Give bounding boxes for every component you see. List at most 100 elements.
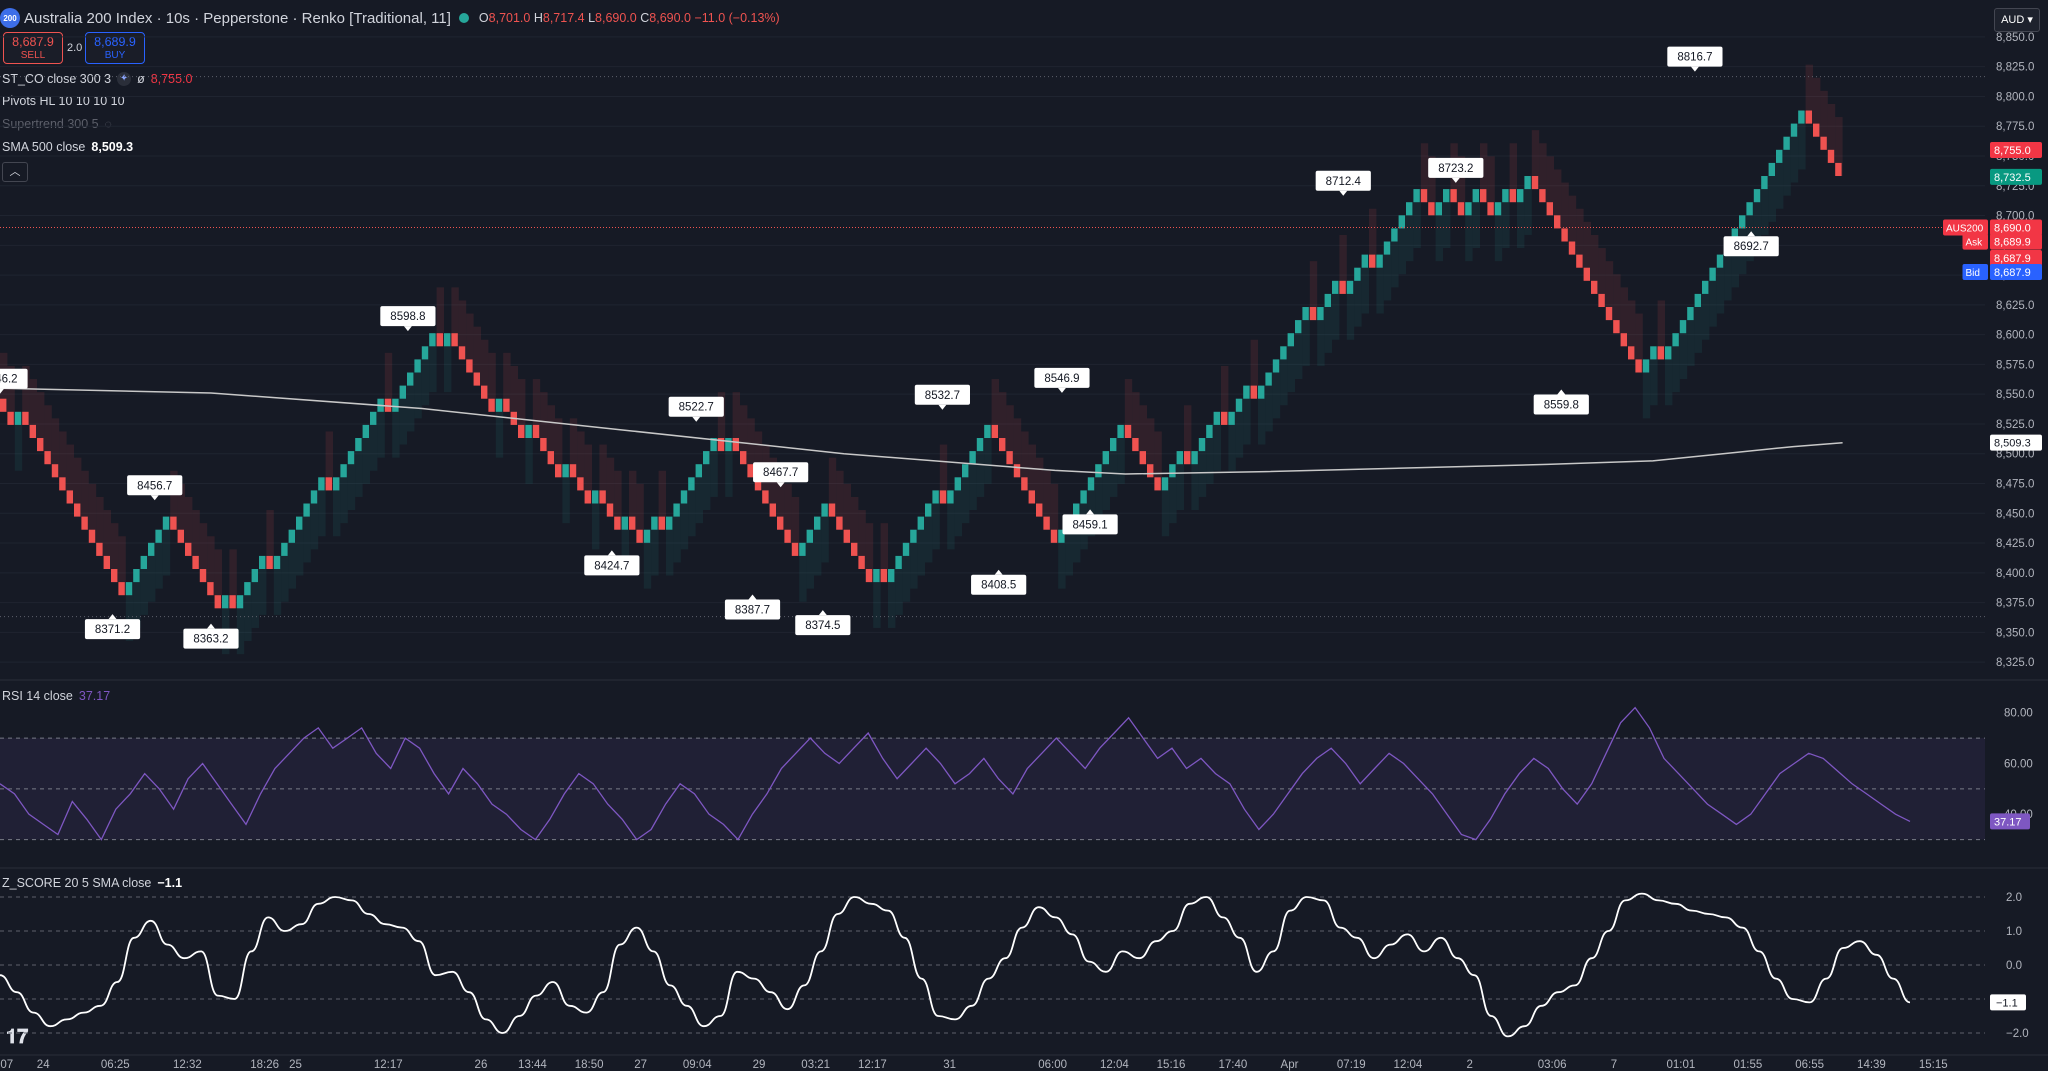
band-fill [962, 464, 970, 524]
pivot-label-box [724, 599, 781, 620]
legend-supertrend[interactable]: Supertrend 300 5 ◌ [2, 117, 112, 131]
rsi-value-text: 37.17 [1994, 816, 2022, 828]
band-fill [1820, 90, 1828, 150]
legend-sma[interactable]: SMA 500 close 8,509.3 [2, 140, 134, 154]
renko-brick [1731, 228, 1738, 242]
symbol-title[interactable]: Australia 200 Index · 10s · Pepperstone … [24, 9, 451, 27]
band-fill [118, 536, 126, 596]
band-fill [333, 477, 341, 537]
band-fill [828, 457, 837, 517]
renko-bricks [0, 110, 1842, 609]
renko-brick [266, 555, 273, 570]
renko-brick [251, 569, 258, 583]
renko-brick [888, 569, 895, 583]
x-tick-label: 17:40 [1218, 1059, 1247, 1071]
renko-brick [148, 542, 155, 556]
price-side-text: AUS200 [1946, 223, 1984, 234]
renko-brick [1161, 477, 1169, 491]
currency-selector[interactable]: AUD ▾ [1994, 8, 2040, 32]
symbol-logo-icon[interactable]: 200 [0, 8, 20, 28]
tradingview-logo-icon[interactable]: 𝟏𝟕 [6, 1026, 29, 1048]
renko-brick [1694, 293, 1701, 308]
renko-brick [244, 582, 251, 596]
band-fill [880, 523, 888, 583]
y-tick-label: 8,550.0 [1996, 389, 2034, 401]
renko-brick [14, 411, 22, 425]
rsi-line [0, 706, 1911, 841]
renko-brick [1835, 162, 1842, 177]
renko-brick [540, 438, 547, 452]
settings-icon[interactable]: ✦ [117, 72, 132, 86]
renko-brick [481, 385, 488, 399]
band-fill [1309, 261, 1318, 321]
supertrend-band [0, 64, 1843, 655]
band-fill [791, 496, 800, 556]
renko-brick [1428, 202, 1435, 216]
pivot-label-arrow [938, 404, 947, 410]
z-value-text: −1.1 [1996, 997, 2018, 1009]
x-tick-label: 12:04 [1394, 1059, 1423, 1071]
band-fill [1472, 189, 1480, 249]
renko-brick [199, 569, 207, 583]
renko-brick [858, 555, 865, 570]
pivot-label: 8712.4 [1315, 170, 1371, 196]
band-fill [1605, 261, 1614, 321]
renko-brick [1665, 346, 1672, 360]
legend-rsi[interactable]: RSI 14 close 37.17 [2, 689, 111, 703]
band-fill [1221, 365, 1229, 425]
renko-brick [769, 503, 776, 517]
renko-brick [880, 569, 887, 583]
band-fill [925, 503, 933, 563]
market-status-icon[interactable] [458, 13, 469, 23]
renko-brick [0, 398, 7, 412]
band-fill [1783, 136, 1791, 196]
renko-brick [962, 464, 969, 478]
renko-brick [1198, 438, 1206, 452]
renko-brick [288, 529, 295, 543]
hidden-eye-icon[interactable]: ◌ [104, 117, 112, 131]
renko-brick [118, 582, 125, 596]
band-fill [614, 470, 622, 530]
renko-brick [747, 464, 754, 478]
y-tick-label: 8,500.0 [1996, 449, 2034, 461]
band-fill [1531, 130, 1540, 190]
band-fill [1753, 189, 1762, 249]
band-fill [436, 287, 444, 347]
renko-brick [1154, 477, 1161, 491]
band-fill [621, 516, 629, 576]
x-tick-label: 25 [289, 1059, 302, 1071]
renko-brick [347, 451, 355, 465]
renko-brick [162, 516, 170, 530]
renko-brick [1450, 189, 1457, 203]
renko-brick [495, 398, 503, 412]
collapse-legend-button[interactable]: ︿ [2, 162, 28, 182]
band-fill [969, 451, 977, 511]
renko-brick [192, 555, 199, 570]
legend-zscore[interactable]: Z_SCORE 20 5 SMA close −1.1 [2, 876, 183, 890]
y-tick-label: 8,775.0 [1996, 121, 2034, 133]
pivot-label: 8559.8 [1533, 389, 1589, 415]
band-fill [666, 516, 674, 576]
renko-brick [688, 477, 695, 491]
pivot-label-box [795, 615, 851, 636]
band-fill [81, 470, 89, 530]
band-fill [1117, 424, 1125, 484]
pivot-label-text: 8816.7 [1677, 52, 1712, 64]
band-fill [1502, 189, 1510, 249]
price-label-text: 8,687.9 [1994, 267, 2031, 279]
band-fill [651, 516, 659, 576]
renko-brick [1406, 202, 1413, 216]
x-tick-label: 06:25 [101, 1059, 130, 1071]
legend-pivots[interactable]: Pivots HL 10 10 10 10 [2, 94, 125, 108]
renko-brick [1139, 451, 1146, 465]
pivot-label-box [1315, 170, 1371, 191]
price-label-box [1990, 233, 2042, 250]
band-fill [1539, 143, 1547, 203]
band-fill [229, 549, 237, 609]
legend-st-co[interactable]: ST_CO close 300 3 ✦ ø 8,755.0 [2, 72, 193, 86]
band-fill [910, 529, 918, 589]
renko-brick [1768, 162, 1775, 177]
band-fill [96, 496, 104, 556]
pivot-label: 8424.7 [584, 550, 640, 576]
